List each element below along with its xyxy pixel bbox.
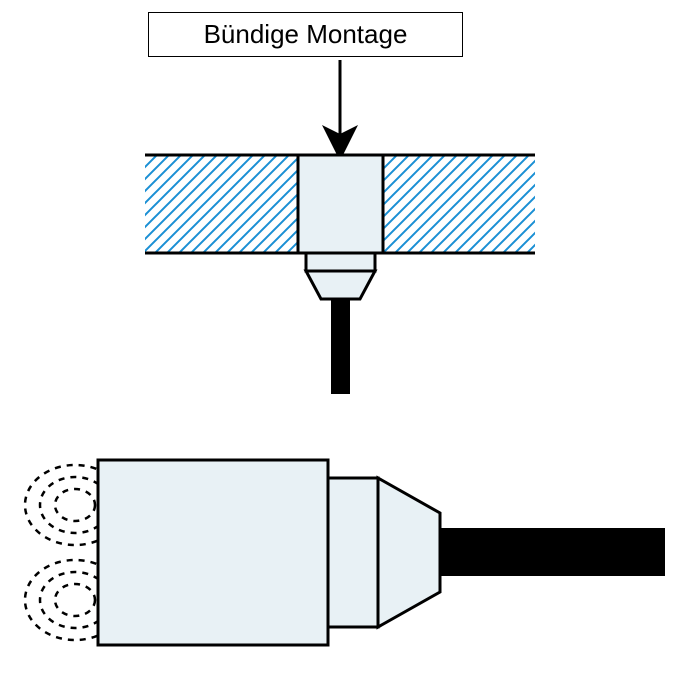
cable-bottom: [440, 528, 665, 576]
title-label-box: Bündige Montage: [148, 12, 463, 57]
diagram-svg: [0, 0, 680, 689]
title-label: Bündige Montage: [204, 19, 408, 49]
sensor-top: [298, 155, 383, 394]
cable-top: [331, 299, 350, 394]
